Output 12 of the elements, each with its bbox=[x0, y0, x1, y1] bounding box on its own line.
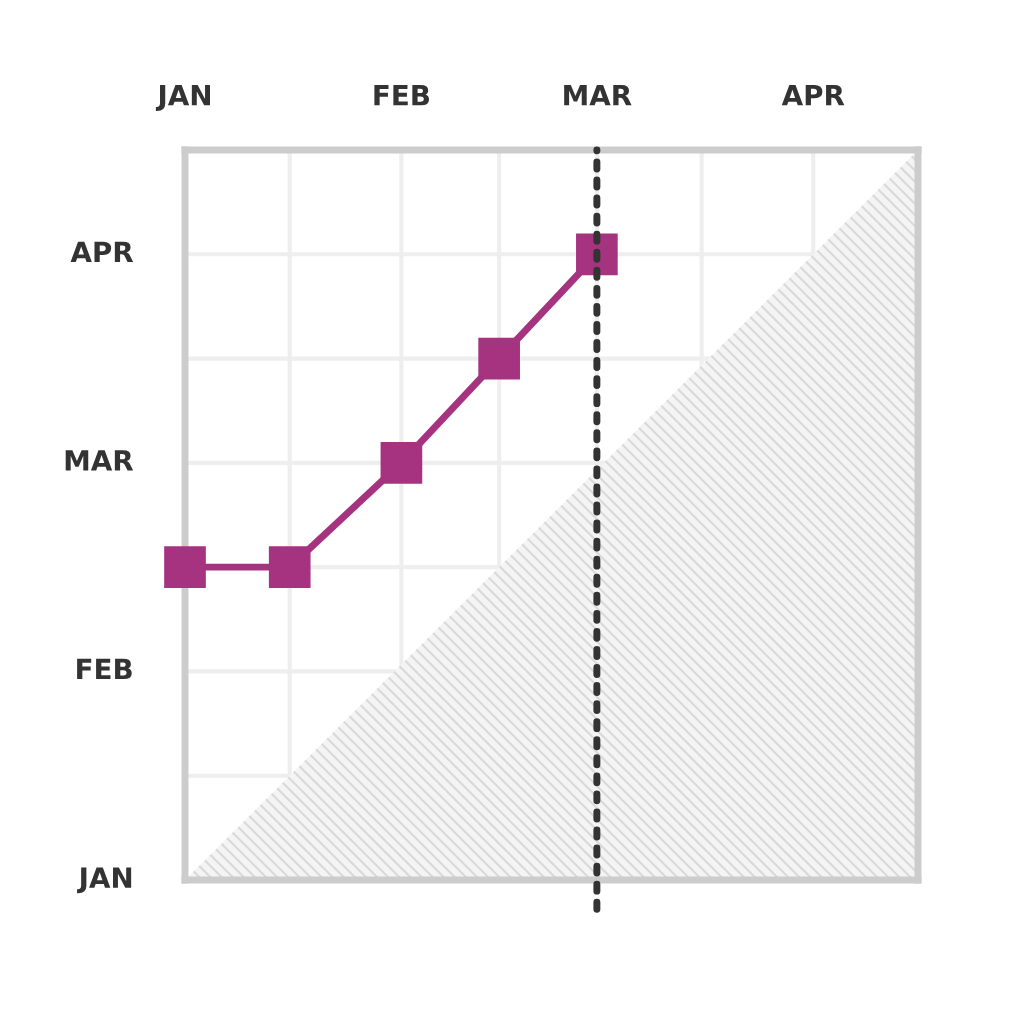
point bbox=[478, 337, 520, 380]
x-tick-label: MAR bbox=[564, 85, 632, 106]
text: JAN bbox=[77, 867, 132, 894]
point bbox=[380, 442, 423, 484]
x-tick-label: FEB bbox=[374, 85, 430, 106]
point bbox=[164, 546, 206, 588]
x-tick-label: APR bbox=[781, 85, 845, 106]
text: MAR bbox=[65, 450, 134, 471]
x-tick-label: JAN bbox=[155, 85, 210, 111]
point bbox=[268, 546, 311, 588]
text: APR bbox=[70, 241, 134, 262]
text: FEB bbox=[77, 658, 132, 680]
